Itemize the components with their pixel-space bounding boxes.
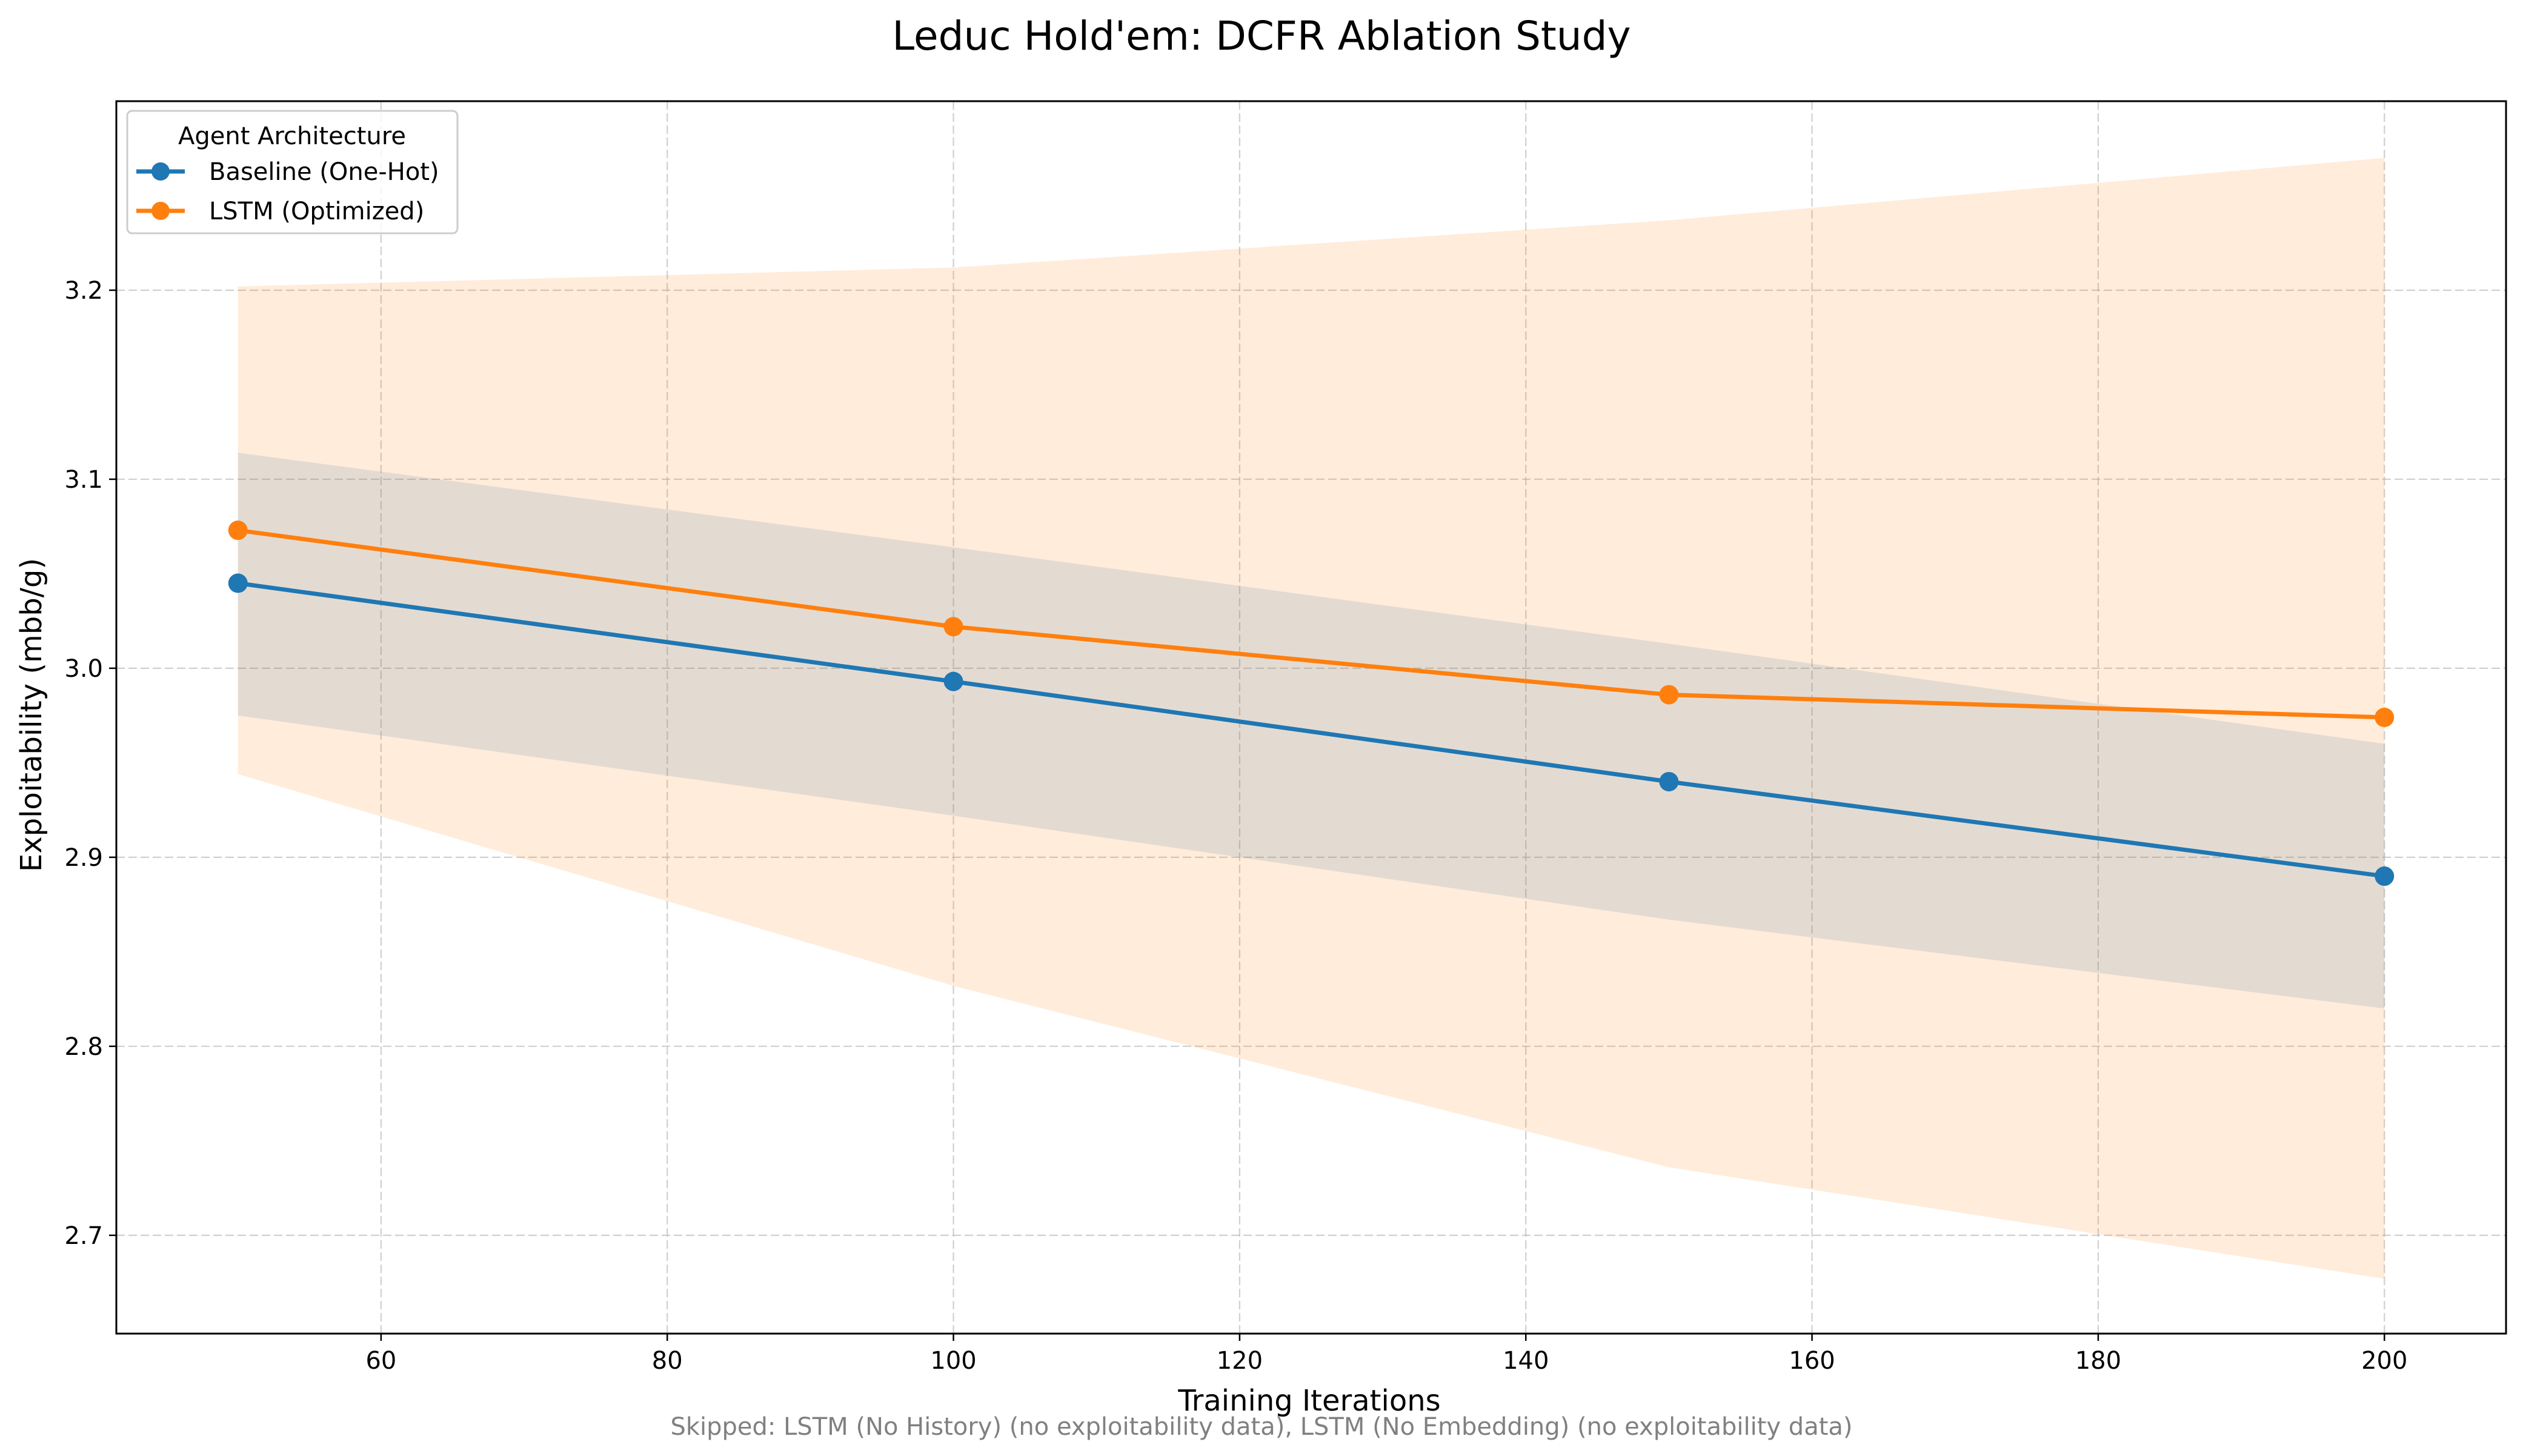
data-point-baseline-one-hot-50 <box>228 573 248 593</box>
x-tick-label: 100 <box>930 1347 976 1375</box>
y-tick-label: 3.1 <box>64 466 103 494</box>
legend-marker-baseline-one-hot <box>151 162 170 181</box>
data-point-baseline-one-hot-150 <box>1659 772 1679 792</box>
legend-entry-baseline-one-hot: Baseline (One-Hot) <box>136 158 439 186</box>
skipped-series-note: Skipped: LSTM (No History) (no exploitab… <box>670 1413 1852 1441</box>
y-tick-label: 2.9 <box>64 844 103 872</box>
y-axis: 2.7 2.8 2.9 3.0 3.1 3.2 <box>64 277 116 1250</box>
legend-entry-lstm-optimized: LSTM (Optimized) <box>136 198 424 225</box>
data-point-baseline-one-hot-200 <box>2375 866 2395 886</box>
series-line-lstm-optimized <box>236 528 2387 720</box>
y-tick-label: 2.8 <box>64 1033 103 1061</box>
x-tick-label: 80 <box>652 1347 683 1375</box>
legend-title: Agent Architecture <box>178 122 406 150</box>
x-tick-label: 180 <box>2075 1347 2121 1375</box>
grid-lines <box>116 101 2506 1334</box>
y-axis-label: Exploitability (mbb/g) <box>15 558 48 872</box>
legend-marker-lstm-optimized <box>151 202 170 220</box>
x-axis: 60 80 100 120 140 160 180 200 <box>365 1334 2407 1375</box>
data-point-lstm-optimized-100 <box>943 617 963 637</box>
x-tick-label: 140 <box>1503 1347 1549 1375</box>
legend-box <box>126 110 459 234</box>
x-tick-label: 160 <box>1789 1347 1835 1375</box>
series-markers <box>228 520 2395 886</box>
series-lines <box>236 528 2387 879</box>
y-tick-label: 2.7 <box>64 1222 103 1250</box>
data-point-lstm-optimized-200 <box>2375 708 2395 727</box>
legend-label-lstm-optimized: LSTM (Optimized) <box>209 198 424 225</box>
legend-entries: Baseline (One-Hot) LSTM (Optimized) <box>136 158 439 225</box>
chart-title: Leduc Hold'em: DCFR Ablation Study <box>892 13 1630 59</box>
plot-background <box>116 101 2506 1334</box>
x-axis-label: Training Iterations <box>1177 1384 1440 1418</box>
plot-area <box>115 100 2507 1335</box>
y-tick-label: 3.0 <box>64 655 103 683</box>
data-point-lstm-optimized-150 <box>1659 685 1679 705</box>
x-tick-label: 60 <box>365 1347 396 1375</box>
data-point-lstm-optimized-50 <box>228 520 248 540</box>
data-point-baseline-one-hot-100 <box>943 671 963 691</box>
legend: Agent Architecture Baseline (One-Hot) LST… <box>126 110 459 234</box>
x-tick-label: 120 <box>1217 1347 1263 1375</box>
series-line-baseline-one-hot <box>236 581 2387 879</box>
y-tick-label: 3.2 <box>64 277 103 305</box>
confidence-band-lstm-optimized <box>238 158 2385 1279</box>
plot-frame <box>115 100 2507 1335</box>
x-tick-label: 200 <box>2361 1347 2407 1375</box>
legend-label-baseline-one-hot: Baseline (One-Hot) <box>209 158 439 186</box>
